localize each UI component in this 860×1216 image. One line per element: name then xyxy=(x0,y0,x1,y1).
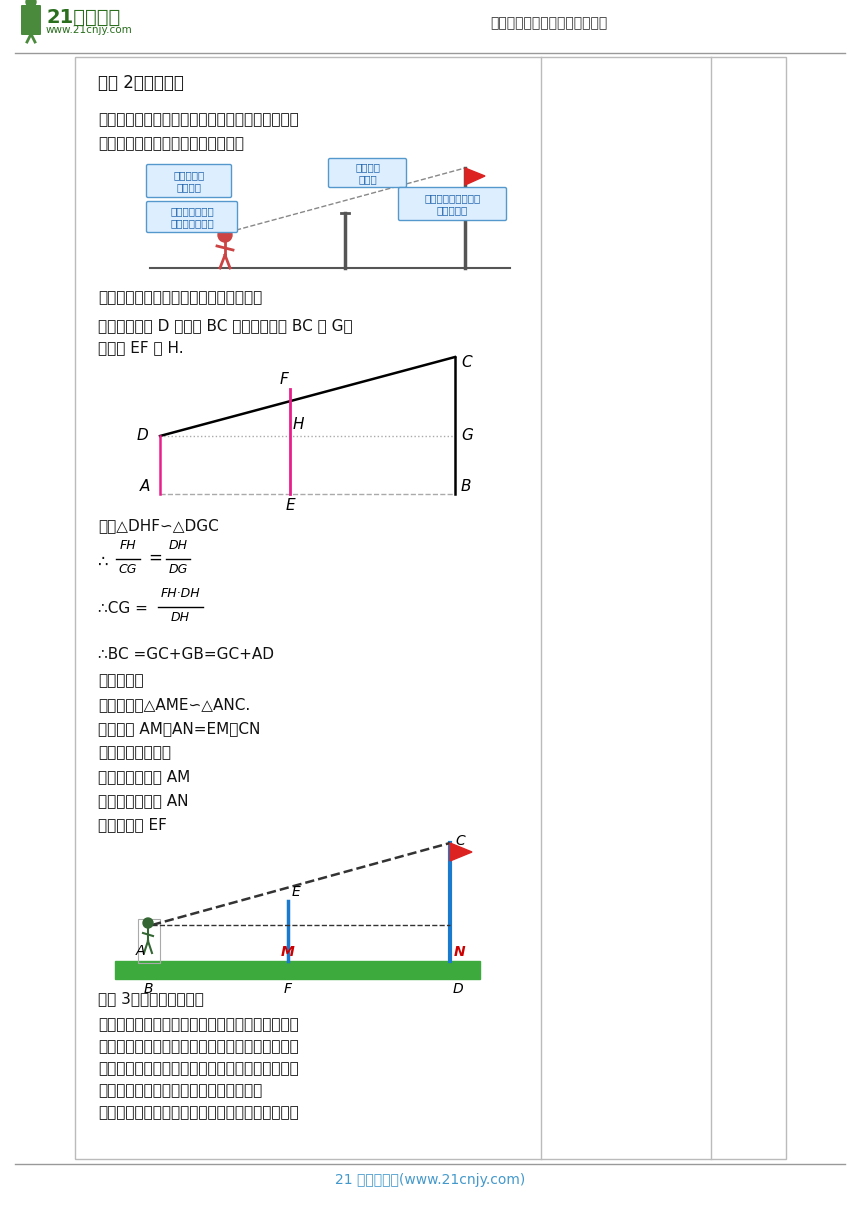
Polygon shape xyxy=(450,843,472,861)
Text: ∴: ∴ xyxy=(98,553,108,572)
Text: 方法 2：利用标杆: 方法 2：利用标杆 xyxy=(98,74,184,92)
Text: 中小学教育资源及组卷应用平台: 中小学教育资源及组卷应用平台 xyxy=(490,16,607,30)
Bar xyxy=(138,919,160,963)
Text: 人与旗杆的距离 AN: 人与旗杆的距离 AN xyxy=(98,793,188,807)
Text: 交标杆 EF 于 H.: 交标杆 EF 于 H. xyxy=(98,340,184,355)
Text: 21世纪教育: 21世纪教育 xyxy=(46,9,120,27)
Bar xyxy=(75,57,786,1159)
Text: 观测者到标杆底
端的距离可测量: 观测者到标杆底 端的距离可测量 xyxy=(170,206,214,229)
Text: 构造相似：△AME∽△ANC.: 构造相似：△AME∽△ANC. xyxy=(98,697,250,713)
Text: FH·DH: FH·DH xyxy=(160,587,200,599)
Text: F: F xyxy=(284,983,292,996)
Text: 人与标杆的距离 AM: 人与标杆的距离 AM xyxy=(98,769,190,784)
Text: 方法 3：利用镜子的反射: 方法 3：利用镜子的反射 xyxy=(98,991,204,1006)
Text: H: H xyxy=(293,417,304,432)
Text: ∴BC =GC+GB=GC+AD: ∴BC =GC+GB=GC+AD xyxy=(98,647,274,662)
Text: C: C xyxy=(455,834,464,848)
Text: 归纳总结：: 归纳总结： xyxy=(98,672,144,688)
Text: D: D xyxy=(136,428,148,444)
Bar xyxy=(0,0,860,50)
Text: 可得△DHF∽△DGC: 可得△DHF∽△DGC xyxy=(98,518,218,533)
Text: 需要测量的数据：: 需要测量的数据： xyxy=(98,745,171,760)
Polygon shape xyxy=(465,168,485,185)
Text: A: A xyxy=(139,479,150,494)
Text: 顶端在镜子中的像与镜子上的标记重合。: 顶端在镜子中的像与镜子上的标记重合。 xyxy=(98,1083,262,1098)
Text: D: D xyxy=(453,983,464,996)
FancyBboxPatch shape xyxy=(146,202,237,232)
Text: 过眼睛所在点 D 作旗杆 BC 的垂线交旗杆 BC 于 G，: 过眼睛所在点 D 作旗杆 BC 的垂线交旗杆 BC 于 G， xyxy=(98,319,353,333)
Text: E: E xyxy=(292,885,301,899)
FancyBboxPatch shape xyxy=(21,5,41,35)
Circle shape xyxy=(218,229,232,242)
Text: FH: FH xyxy=(120,539,137,552)
FancyBboxPatch shape xyxy=(398,187,507,220)
Text: DH: DH xyxy=(169,539,187,552)
Text: M: M xyxy=(281,945,295,959)
Text: 测量所需的数据，根据所测的结果，你能求出旗杆: 测量所需的数据，根据所测的结果，你能求出旗杆 xyxy=(98,1105,298,1120)
Text: C: C xyxy=(461,355,471,370)
Text: DH: DH xyxy=(170,610,189,624)
Text: 与旗杆之间的地面上平放一面镜子，在镜子上做一: 与旗杆之间的地面上平放一面镜子，在镜子上做一 xyxy=(98,1038,298,1054)
Text: =: = xyxy=(148,548,162,567)
Circle shape xyxy=(143,918,153,928)
Text: 21 世纪教育网(www.21cnjy.com): 21 世纪教育网(www.21cnjy.com) xyxy=(335,1173,525,1187)
Text: B: B xyxy=(144,983,153,996)
Circle shape xyxy=(26,0,36,7)
Text: 如图，每个小组选一名同学作为观测者，在观测者: 如图，每个小组选一名同学作为观测者，在观测者 xyxy=(98,1017,298,1032)
Text: B: B xyxy=(461,479,471,494)
Bar xyxy=(115,961,480,979)
Text: E: E xyxy=(286,499,295,513)
Text: DG: DG xyxy=(169,563,187,576)
Text: A: A xyxy=(136,944,145,958)
Text: 观测者到旗杆底端的
距离可测量: 观测者到旗杆底端的 距离可测量 xyxy=(424,193,481,215)
Text: 观测者适当调整自己的位置，使旗杆顶端、标杆顶: 观测者适当调整自己的位置，使旗杆顶端、标杆顶 xyxy=(98,112,298,126)
Text: 个标记，观测者看着镜子来回移动，直至看到旗杆: 个标记，观测者看着镜子来回移动，直至看到旗杆 xyxy=(98,1062,298,1076)
FancyBboxPatch shape xyxy=(146,164,231,197)
Text: ∴CG =: ∴CG = xyxy=(98,601,148,617)
Text: 标杆的高
可测量: 标杆的高 可测量 xyxy=(355,162,380,184)
Text: 根据测量数据，你能求出旗杆的高度吗？: 根据测量数据，你能求出旗杆的高度吗？ xyxy=(98,289,262,305)
Text: CG: CG xyxy=(119,563,138,576)
Text: 找比例： AM：AN=EM：CN: 找比例： AM：AN=EM：CN xyxy=(98,721,261,736)
Text: 标杆的高度 EF: 标杆的高度 EF xyxy=(98,817,167,832)
Text: F: F xyxy=(280,372,288,387)
Text: 端、自己的眼睛恰好在一条直线上。: 端、自己的眼睛恰好在一条直线上。 xyxy=(98,136,244,151)
Text: G: G xyxy=(461,428,473,444)
Text: 观测者的身
高可测量: 观测者的身 高可测量 xyxy=(174,170,205,192)
Text: www.21cnjy.com: www.21cnjy.com xyxy=(46,26,132,35)
Text: N: N xyxy=(454,945,465,959)
FancyBboxPatch shape xyxy=(329,158,407,187)
